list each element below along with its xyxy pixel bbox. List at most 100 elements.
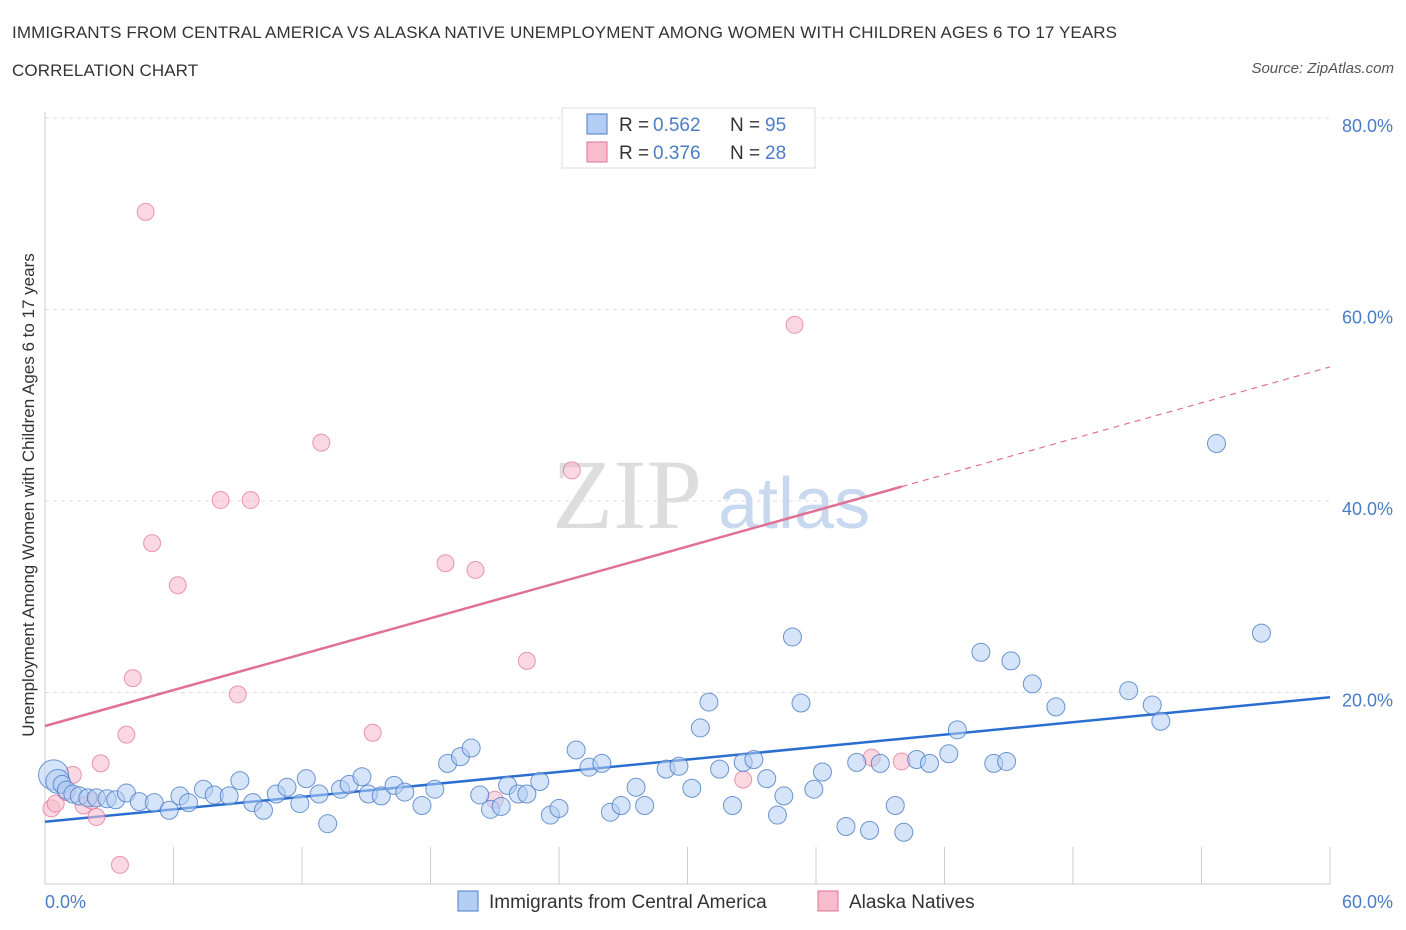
legend-n-value-pink: 28	[765, 143, 786, 164]
trend-line-alaska-natives	[44, 485, 903, 728]
legend-r-value-blue: 0.562	[653, 115, 701, 136]
trend-lines	[44, 366, 1331, 824]
y-axis-label: Unemployment Among Women with Children A…	[19, 253, 38, 737]
legend-r-label: R =	[619, 115, 649, 136]
central-america-point	[425, 779, 445, 799]
central-america-point	[159, 800, 179, 820]
central-america-point	[309, 784, 329, 804]
alaska-natives-point	[136, 202, 155, 221]
central-america-point	[757, 769, 777, 789]
central-america-point	[253, 800, 273, 820]
alaska-natives-point	[466, 560, 485, 579]
central-america-point	[997, 751, 1017, 771]
central-america-point	[1119, 681, 1139, 701]
central-america-point	[947, 720, 967, 740]
central-america-point	[1022, 674, 1042, 694]
y-axis-tick-labels: 20.0% 40.0% 60.0% 80.0%	[1342, 116, 1393, 711]
alaska-natives-point	[363, 723, 382, 742]
legend-r-value-pink: 0.376	[653, 143, 701, 164]
central-america-point	[1251, 623, 1271, 643]
central-america-point	[920, 753, 940, 773]
central-america-point	[699, 692, 719, 712]
alaska-natives-point	[46, 794, 65, 813]
central-america-point	[219, 786, 239, 806]
central-america-point	[1142, 695, 1162, 715]
legend-swatch-blue	[586, 113, 608, 135]
trend-line-central-america	[44, 696, 1331, 824]
alaska-natives-point	[785, 315, 804, 334]
series-legend-swatch-blue	[457, 890, 479, 912]
y-tick-label: 60.0%	[1342, 308, 1393, 328]
alaska-natives-point	[168, 576, 187, 595]
central-america-point	[1206, 434, 1226, 454]
series-legend-label-pink: Alaska Natives	[849, 892, 975, 913]
series-legend: Immigrants from Central America Alaska N…	[457, 890, 975, 913]
alaska-natives-point	[143, 534, 162, 553]
central-america-point	[690, 718, 710, 738]
central-america-point	[461, 738, 481, 758]
grid-lines	[45, 117, 1330, 693]
central-america-point	[530, 772, 550, 792]
alaska-natives-point	[562, 461, 581, 480]
central-america-point	[290, 794, 310, 814]
central-america-point	[836, 817, 856, 837]
central-america-point	[371, 786, 391, 806]
central-america-point	[710, 759, 730, 779]
alaska-natives-point	[123, 669, 142, 688]
stats-legend: R = 0.562 N = 95 R = 0.376 N = 28	[561, 107, 816, 169]
central-america-point	[611, 795, 631, 815]
central-america-point	[1001, 651, 1021, 671]
legend-swatch-pink	[586, 141, 608, 163]
central-america-point	[894, 822, 914, 842]
central-america-point	[395, 782, 415, 802]
alaska-natives-point	[436, 554, 455, 573]
central-america-point	[592, 753, 612, 773]
alaska-natives-point	[117, 725, 136, 744]
central-america-point	[277, 777, 297, 797]
central-america-point	[939, 744, 959, 764]
y-tick-label: 20.0%	[1342, 691, 1393, 711]
alaska-natives-point	[312, 433, 331, 452]
central-america-point	[682, 778, 702, 798]
legend-n-label: N =	[730, 143, 760, 164]
alaska-natives-point	[228, 685, 247, 704]
central-america-point	[804, 779, 824, 799]
chart-title: IMMIGRANTS FROM CENTRAL AMERICA VS ALASK…	[12, 23, 1118, 80]
central-america-point	[296, 769, 316, 789]
alaska-natives-point	[517, 651, 536, 670]
central-america-point	[1046, 697, 1066, 717]
central-america-point	[767, 805, 787, 825]
central-america-point	[178, 793, 198, 813]
central-america-point	[812, 762, 832, 782]
watermark: ZIP atlas	[552, 439, 870, 550]
central-america-point	[971, 642, 991, 662]
central-america-point	[669, 756, 689, 776]
alaska-natives-point	[734, 770, 753, 789]
x-tick-label-min: 0.0%	[45, 892, 86, 912]
central-america-point	[744, 750, 764, 770]
alaska-natives-point	[211, 491, 230, 510]
legend-n-value-blue: 95	[765, 115, 786, 136]
series-legend-swatch-pink	[817, 890, 839, 912]
central-america-point	[549, 798, 569, 818]
legend-r-label: R =	[619, 143, 649, 164]
x-tick-label-max: 60.0%	[1342, 892, 1393, 912]
central-america-point	[774, 786, 794, 806]
series-legend-label-blue: Immigrants from Central America	[489, 892, 767, 913]
central-america-point	[566, 740, 586, 760]
central-america-point	[870, 753, 890, 773]
central-america-point	[230, 771, 250, 791]
central-america-point	[626, 777, 646, 797]
central-america-point	[782, 627, 802, 647]
y-tick-label: 40.0%	[1342, 499, 1393, 519]
x-axis-ticks	[173, 847, 1331, 884]
alaska-natives-point	[91, 754, 110, 773]
y-tick-label: 80.0%	[1342, 116, 1393, 136]
central-america-point	[791, 693, 811, 713]
chart-source: Source: ZipAtlas.com	[1251, 60, 1394, 77]
central-america-point	[722, 795, 742, 815]
central-america-point	[847, 752, 867, 772]
central-america-point	[144, 793, 164, 813]
legend-n-label: N =	[730, 115, 760, 136]
